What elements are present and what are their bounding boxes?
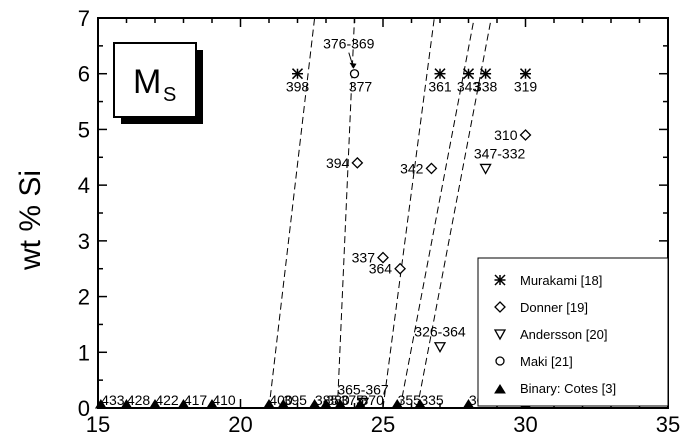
legend-marker-asterisk [494, 274, 506, 286]
annotation-label: 376-369 [323, 36, 375, 52]
dashed-lines [268, 17, 492, 409]
point-label: 343 [457, 79, 481, 95]
point-label: 361 [428, 79, 452, 95]
point-label: 433 [101, 392, 125, 408]
dashed-trend-line [416, 17, 492, 409]
legend-marker-diamond [494, 301, 506, 313]
x-tick-label: 35 [656, 412, 680, 437]
y-axis-label: wt % Si [14, 170, 47, 271]
point-label: 347-332 [474, 145, 526, 161]
x-tick-label: 30 [513, 412, 537, 437]
marker-triangle-down [433, 342, 447, 354]
ms-inset-sub: S [163, 84, 176, 106]
ms-inset-main: M [133, 63, 161, 101]
x-tick-label: 25 [371, 412, 395, 437]
marker-diamond [351, 156, 364, 169]
y-tick-label: 6 [78, 62, 90, 87]
point-label: 395 [284, 392, 308, 408]
marker-asterisk [480, 68, 492, 80]
point-label: 335 [420, 392, 444, 408]
point-label: 364 [369, 261, 393, 277]
ms-inset: M S [113, 42, 203, 124]
point-label: 375 [341, 392, 365, 408]
point-label: 380 [326, 392, 350, 408]
marker-diamond [394, 262, 407, 275]
legend-entry: Donner [19] [520, 300, 588, 315]
y-tick-label: 3 [78, 229, 90, 254]
marker-asterisk [519, 68, 532, 80]
marker-diamond [519, 129, 532, 141]
y-tick-label: 5 [78, 117, 90, 142]
marker-diamond [377, 251, 389, 264]
legend-entry: Murakami [18] [520, 273, 602, 288]
point-label: 377 [349, 79, 373, 95]
point-label: 385 [315, 392, 339, 408]
dashed-trend-line [268, 17, 316, 409]
point-label: 319 [514, 79, 538, 95]
dashed-trend-line [382, 17, 435, 409]
point-label: 394 [326, 155, 350, 171]
marker-asterisk [291, 68, 304, 80]
y-tick-label: 1 [78, 340, 90, 365]
point-label: 410 [212, 392, 236, 408]
point-label: 342 [400, 160, 424, 176]
axes: 15 20 25 30 35 0 1 2 3 4 5 6 7 [78, 6, 680, 437]
legend-entry: Andersson [20] [520, 327, 607, 342]
point-label: 400 [269, 392, 293, 408]
x-tick-label: 20 [228, 412, 252, 437]
y-tick-label: 0 [78, 396, 90, 421]
marker-triangle-down [479, 163, 492, 175]
y-tick-label: 4 [78, 173, 90, 198]
marker-asterisk [434, 68, 446, 80]
y-tick-label: 7 [78, 6, 90, 31]
point-label: 337 [352, 250, 376, 266]
legend: Murakami [18] Donner [19] Andersson [20] Ma… [477, 257, 669, 407]
legend-marker-circle [495, 356, 505, 366]
point-label: 310 [494, 127, 518, 143]
point-label: 338 [474, 79, 498, 95]
point-label: 326-364 [414, 324, 466, 340]
point-label: 422 [155, 392, 179, 408]
dashed-trend-line [336, 17, 355, 409]
point-label: 428 [127, 392, 151, 408]
marker-asterisk [462, 68, 475, 80]
point-label: 355 [398, 392, 422, 408]
point-label: 370 [361, 392, 385, 408]
legend-entry: Maki [21] [520, 354, 573, 369]
point-label: 365-367 [337, 381, 389, 397]
x-tick-label: 15 [86, 412, 110, 437]
legend-marker-triangle-down [493, 329, 507, 341]
y-tick-label: 2 [78, 285, 90, 310]
annotation-arrowhead [349, 62, 357, 69]
marker-diamond [425, 162, 438, 175]
legend-marker-triangle-up [494, 384, 506, 394]
dashed-trend-line [399, 17, 475, 409]
legend-entry: Binary: Cotes [3] [520, 381, 616, 396]
point-label: 398 [286, 79, 310, 95]
marker-circle [349, 69, 360, 79]
point-label: 417 [184, 392, 208, 408]
